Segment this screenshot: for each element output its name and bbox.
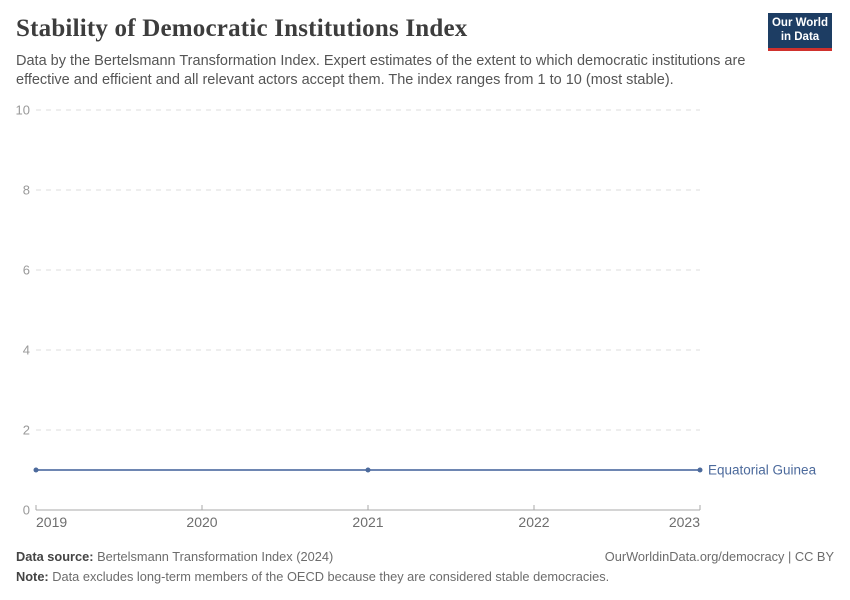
data-source-value: Bertelsmann Transformation Index (2024) bbox=[93, 549, 334, 564]
x-tick-label: 2022 bbox=[518, 514, 549, 530]
owid-logo-line1: Our World bbox=[771, 17, 828, 29]
x-tick-label: 2021 bbox=[352, 514, 383, 530]
y-tick-label: 4 bbox=[23, 343, 30, 358]
x-tick-label: 2019 bbox=[36, 514, 67, 530]
x-tick-label: 2023 bbox=[669, 514, 700, 530]
footer-source-row: Data source: Bertelsmann Transformation … bbox=[16, 549, 834, 564]
data-point[interactable] bbox=[33, 467, 39, 473]
page-title: Stability of Democratic Institutions Ind… bbox=[16, 15, 468, 42]
note-label: Note: bbox=[16, 569, 49, 584]
entity-label[interactable]: Equatorial Guinea bbox=[708, 463, 817, 478]
data-point[interactable] bbox=[365, 467, 371, 473]
y-tick-label: 2 bbox=[23, 423, 30, 438]
data-point[interactable] bbox=[697, 467, 703, 473]
footer-note-row: Note: Data excludes long-term members of… bbox=[16, 569, 834, 584]
data-source-text: Data source: Bertelsmann Transformation … bbox=[16, 549, 333, 564]
owid-logo: Our World in Data bbox=[768, 13, 832, 51]
data-source-label: Data source: bbox=[16, 549, 94, 564]
y-tick-label: 10 bbox=[16, 103, 30, 118]
note-value: Data excludes long-term members of the O… bbox=[48, 569, 610, 584]
line-chart[interactable]: 0 2 4 6 8 10 2019 2020 2021 2022 2023 Equatorial Gu… bbox=[0, 100, 850, 545]
x-tick-label: 2020 bbox=[186, 514, 217, 530]
chart-area: 0 2 4 6 8 10 2019 2020 2021 2022 2023 Equatorial Gu… bbox=[0, 100, 850, 545]
owid-logo-line2: in Data bbox=[780, 30, 820, 43]
y-tick-label: 0 bbox=[23, 503, 30, 518]
chart-subtitle: Data by the Bertelsmann Transformation I… bbox=[16, 53, 746, 88]
owid-link[interactable]: OurWorldinData.org/democracy | CC BY bbox=[604, 549, 834, 564]
y-tick-label: 6 bbox=[23, 263, 30, 278]
y-tick-label: 8 bbox=[23, 183, 30, 198]
